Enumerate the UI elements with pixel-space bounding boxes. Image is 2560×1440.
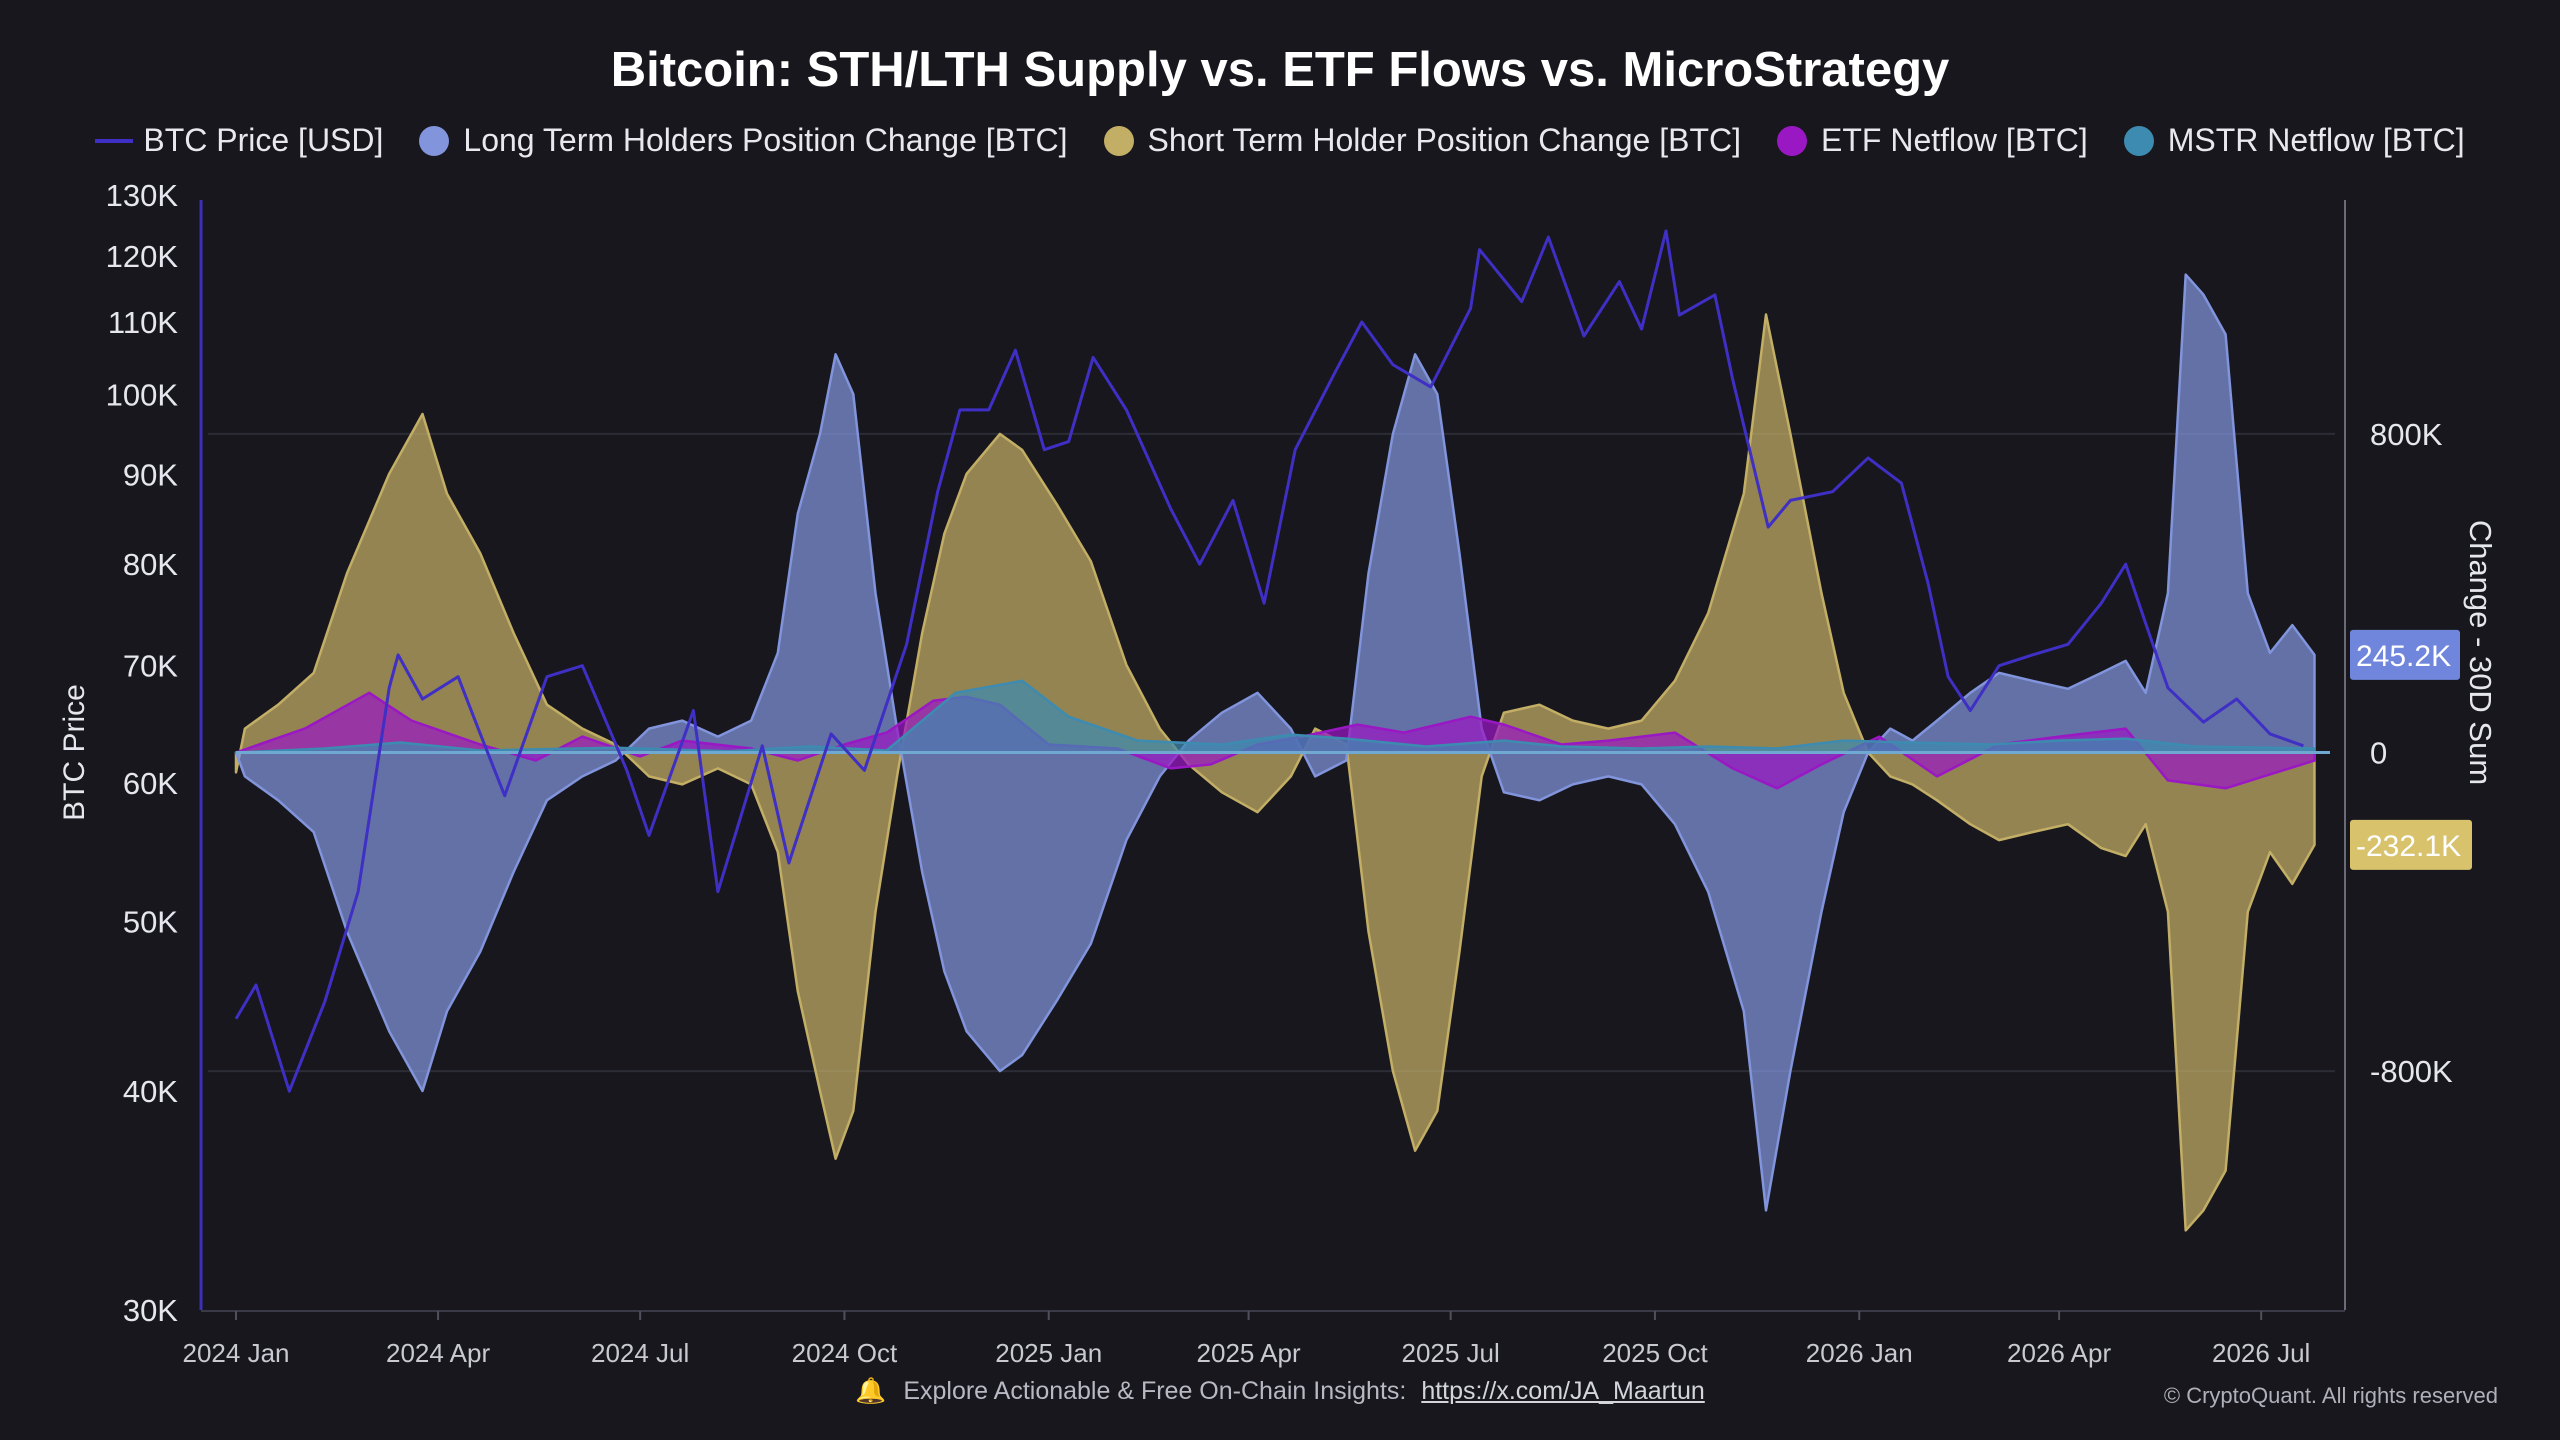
y-left-tick-label: 70K [123, 649, 178, 684]
bell-icon: 🔔 [855, 1377, 887, 1405]
y-left-tick-label: 50K [123, 905, 178, 940]
x-tick-label: 2025 Jul [1401, 1338, 1499, 1368]
x-tick-label: 2026 Jan [1806, 1338, 1913, 1368]
x-tick-label: 2025 Jan [995, 1338, 1102, 1368]
legend-item-lth[interactable]: Long Term Holders Position Change [BTC] [419, 122, 1068, 159]
legend-label: Long Term Holders Position Change [BTC] [463, 122, 1068, 158]
legend-item-btc-price[interactable]: BTC Price [USD] [95, 122, 383, 159]
value-badge-bg [2350, 819, 2472, 870]
y-left-tick-label: 110K [108, 305, 178, 340]
legend-label: BTC Price [USD] [143, 122, 384, 158]
x-tick-label: 2024 Oct [792, 1338, 898, 1368]
y-left-tick-label: 120K [106, 239, 179, 274]
y-right-tick-label: -800K [2370, 1054, 2453, 1089]
legend-line-marker [95, 138, 134, 143]
btc-price-line [234, 229, 2304, 1093]
value-badge-label: 245.2K [2356, 640, 2451, 673]
x-tick-label: 2025 Apr [1197, 1338, 1301, 1368]
y-right-tick-label: 800K [2370, 417, 2443, 452]
x-tick-label: 2024 Apr [386, 1338, 490, 1368]
legend: BTC Price [USD] Long Term Holders Positi… [0, 122, 2560, 159]
y-left-tick-label: 60K [123, 766, 178, 801]
value-badge-bg [2350, 629, 2460, 680]
legend-label: ETF Netflow [BTC] [1821, 122, 2088, 158]
legend-dot-marker [2123, 125, 2154, 156]
footer-text: Explore Actionable & Free On-Chain Insig… [903, 1377, 1407, 1405]
y-right-axis-label: Change - 30D Sum [2463, 520, 2498, 785]
legend-item-etf[interactable]: ETF Netflow [BTC] [1777, 122, 2088, 159]
x-tick-label: 2024 Jul [591, 1338, 689, 1368]
x-tick-label: 2024 Jan [183, 1338, 290, 1368]
y-left-tick-label: 130K [106, 178, 179, 213]
y-left-tick-label: 100K [106, 378, 179, 413]
y-left-tick-label: 90K [123, 458, 178, 493]
legend-item-mstr[interactable]: MSTR Netflow [BTC] [2123, 122, 2465, 159]
legend-item-sth[interactable]: Short Term Holder Position Change [BTC] [1103, 122, 1741, 159]
x-tick-label: 2025 Oct [1602, 1338, 1708, 1368]
y-right-tick-label: 0 [2370, 736, 2387, 771]
copyright: © CryptoQuant. All rights reserved [2163, 1383, 2498, 1408]
legend-dot-marker [1103, 125, 1134, 156]
y-left-tick-label: 80K [123, 547, 178, 582]
value-badge-label: -232.1K [2356, 830, 2461, 863]
legend-dot-marker [419, 125, 450, 156]
chart-title: Bitcoin: STH/LTH Supply vs. ETF Flows vs… [610, 43, 1950, 97]
legend-label: MSTR Netflow [BTC] [2167, 122, 2465, 158]
x-tick-label: 2026 Apr [2007, 1338, 2111, 1368]
footer-link[interactable]: https://x.com/JA_Maartun [1421, 1377, 1705, 1405]
footer: 🔔 Explore Actionable & Free On-Chain Ins… [0, 1377, 2560, 1406]
y-left-tick-label: 30K [123, 1293, 178, 1328]
x-tick-label: 2026 Jul [2212, 1338, 2310, 1368]
legend-dot-marker [1777, 125, 1807, 156]
y-left-axis-label: BTC Price [58, 684, 91, 821]
legend-label: Short Term Holder Position Change [BTC] [1147, 122, 1741, 158]
y-left-tick-label: 40K [123, 1074, 178, 1109]
mstr-area [234, 679, 2316, 754]
